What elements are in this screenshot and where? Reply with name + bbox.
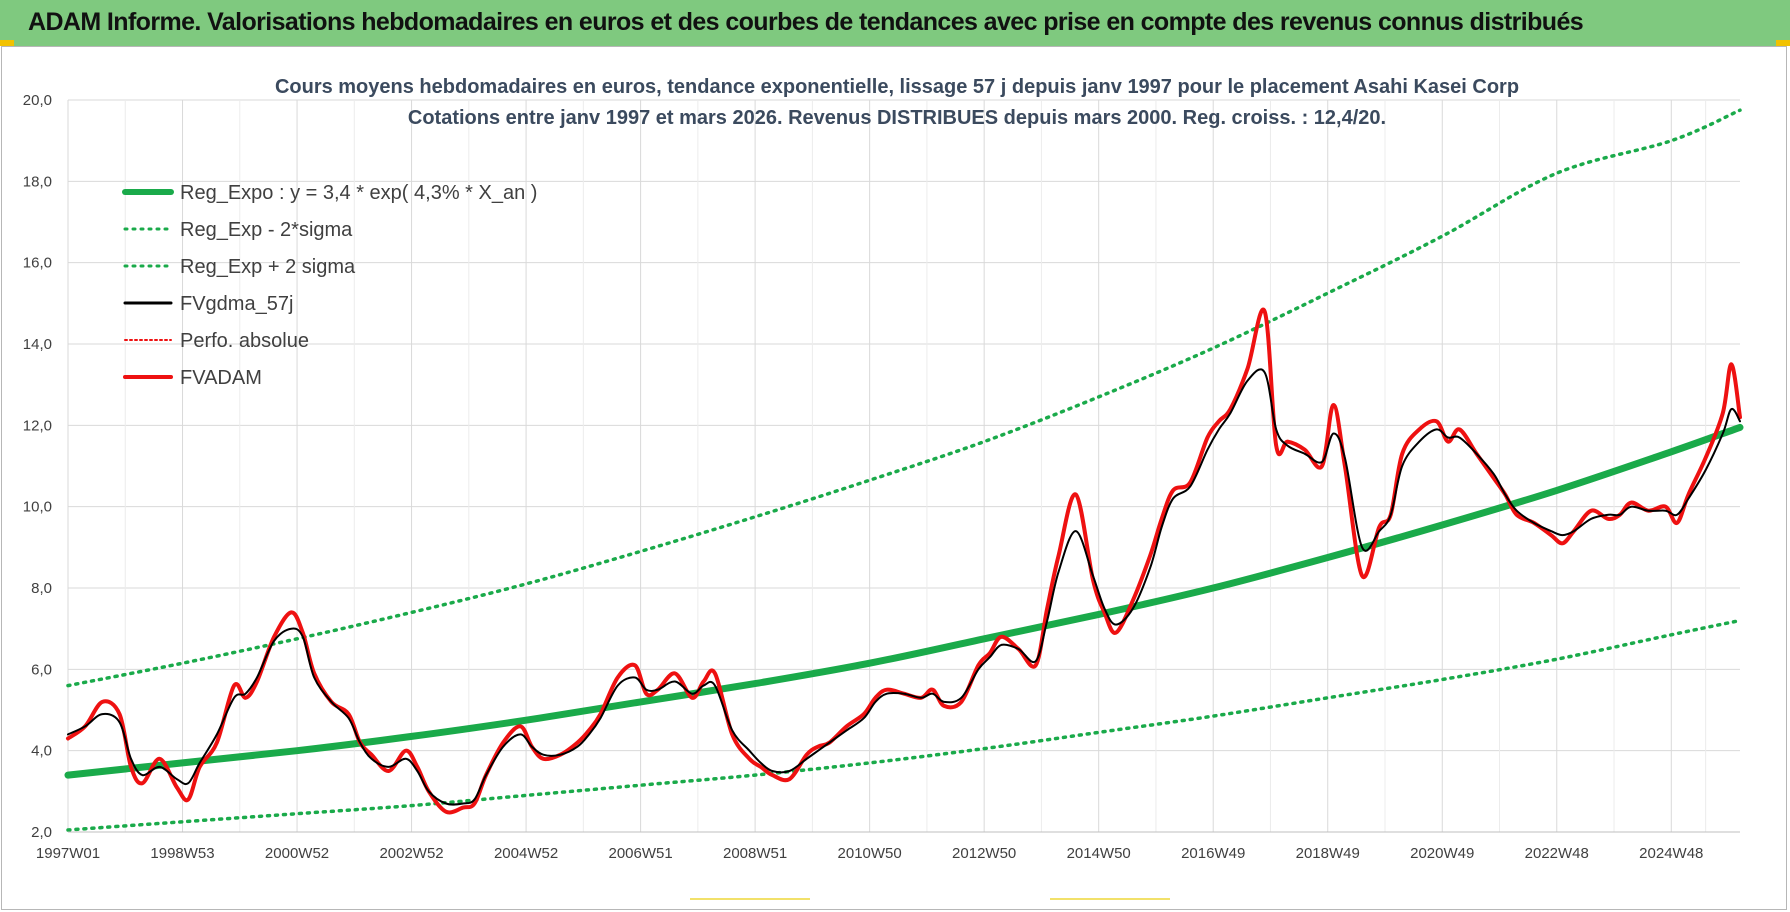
y-tick-label: 14,0 (23, 336, 52, 353)
legend-label-fvgdma: FVgdma_57j (180, 293, 293, 315)
x-tick-label: 2010W50 (838, 845, 902, 862)
x-tick-label: 2016W49 (1181, 845, 1245, 862)
footer-mark-1 (690, 898, 810, 900)
chart-subtitle: Cotations entre janv 1997 et mars 2026. … (408, 107, 1386, 129)
series-line-fvgdma (67, 368, 1741, 806)
y-tick-label: 10,0 (23, 499, 52, 516)
chart-axes: 2,0 4,0 6,0 8,0 10,0 12,0 14,0 16,0 18,0 20,0 1997… (23, 92, 1740, 862)
series-line-reg_plus (66, 108, 1742, 688)
x-tick-label: 2022W48 (1525, 845, 1589, 862)
y-tick-label: 16,0 (23, 255, 52, 272)
series-layer (64, 108, 1744, 832)
footer-mark-2 (1050, 898, 1170, 900)
y-tick-label: 4,0 (31, 743, 52, 760)
y-tick-label: 8,0 (31, 580, 52, 597)
x-tick-label: 2020W49 (1410, 845, 1474, 862)
chart-title: Cours moyens hebdomadaires en euros, ten… (275, 76, 1519, 98)
legend-label-fvadam: FVADAM (180, 367, 262, 389)
y-tick-label: 20,0 (23, 92, 52, 109)
legend-label-perfo: Perfo. absolue (180, 330, 309, 352)
report-banner: ADAM Informe. Valorisations hebdomadaire… (0, 0, 1790, 46)
y-tick-label: 6,0 (31, 661, 52, 678)
legend-label-reg_minus: Reg_Exp - 2*sigma (180, 219, 353, 241)
x-tick-label: 1998W53 (150, 845, 214, 862)
x-tick-label: 2002W52 (379, 845, 443, 862)
y-tick-label: 2,0 (31, 824, 52, 841)
y-tick-label: 12,0 (23, 417, 52, 434)
x-tick-label: 2008W51 (723, 845, 787, 862)
corner-mark-left (0, 40, 14, 46)
chart-frame (1, 46, 1787, 910)
x-tick-label: 2014W50 (1067, 845, 1131, 862)
series-line-reg_expo (64, 423, 1744, 779)
x-tick-label: 2006W51 (608, 845, 672, 862)
corner-mark-right (1776, 40, 1790, 46)
legend-label-reg_plus: Reg_Exp + 2 sigma (180, 256, 356, 278)
legend-label-reg_expo: Reg_Expo : y = 3,4 * exp( 4,3% * X_an ) (180, 182, 537, 204)
x-tick-label: 2012W50 (952, 845, 1016, 862)
x-tick-label: 1997W01 (36, 845, 100, 862)
x-tick-label: 2024W48 (1639, 845, 1703, 862)
y-tick-label: 18,0 (23, 173, 52, 190)
chart-legend: Reg_Expo : y = 3,4 * exp( 4,3% * X_an ) R… (122, 182, 537, 389)
x-tick-label: 2000W52 (265, 845, 329, 862)
x-tick-label: 2018W49 (1296, 845, 1360, 862)
banner-title: ADAM Informe. Valorisations hebdomadaire… (28, 8, 1584, 36)
x-tick-label: 2004W52 (494, 845, 558, 862)
series-line-fvadam (66, 307, 1742, 815)
series-line-reg_minus (66, 618, 1742, 832)
